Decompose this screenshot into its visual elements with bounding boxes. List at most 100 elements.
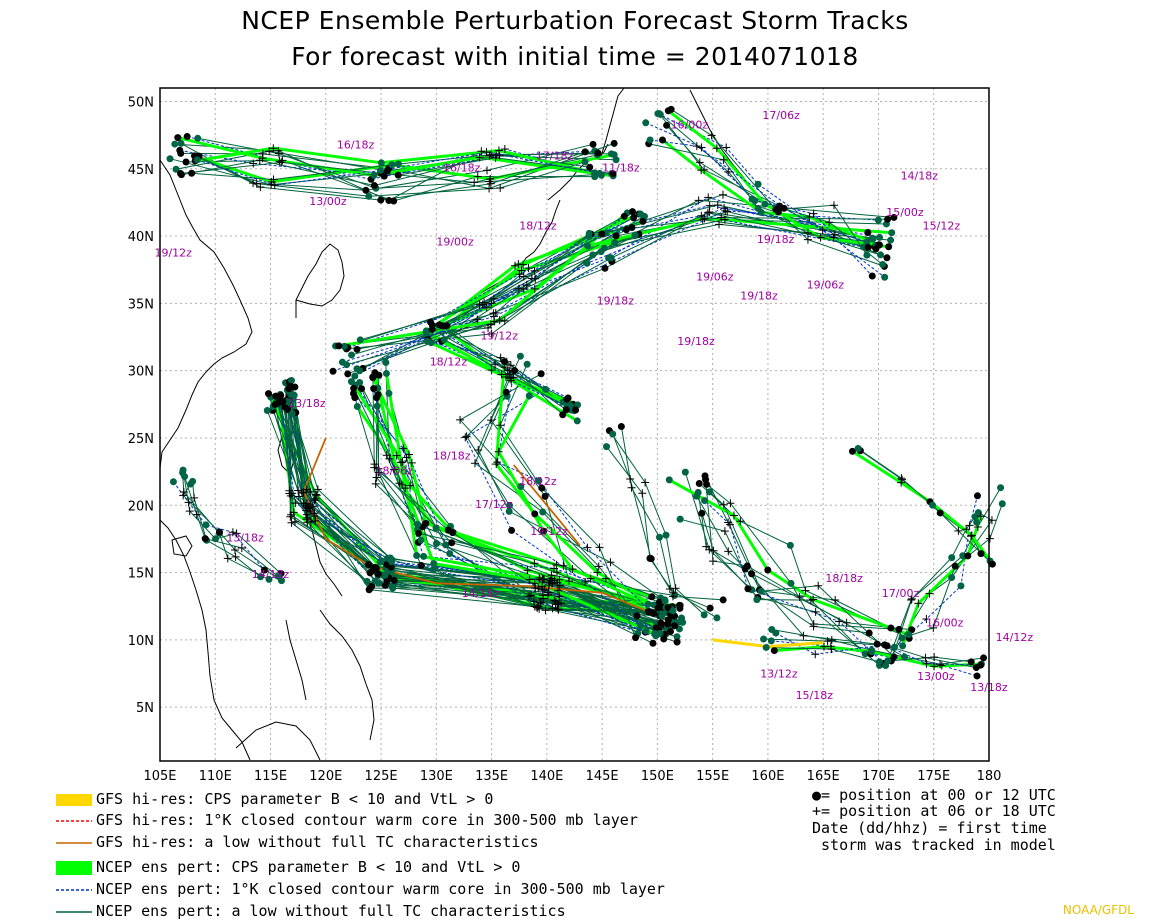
track-date-label: 14/18z: [901, 170, 939, 183]
track-point-00-12: [757, 587, 765, 595]
track-point-06-18: [985, 534, 994, 543]
track-point-00-12: [423, 329, 431, 337]
track-date-label: 11/18z: [602, 161, 640, 174]
track-point-00-12: [584, 242, 592, 250]
storm-track: [464, 388, 647, 632]
track-point-06-18: [496, 184, 505, 193]
track-point-06-18: [827, 645, 836, 654]
track-point-00-12: [861, 650, 869, 658]
track-point-06-18: [966, 532, 975, 541]
track-point-06-18: [519, 260, 528, 269]
track-point-06-18: [491, 360, 500, 369]
key-date: Date (dd/hhz) = first time: [812, 819, 1047, 837]
track-point-06-18: [231, 552, 240, 561]
lat-tick-label: 40N: [128, 230, 154, 245]
lon-tick-label: 135E: [475, 769, 508, 784]
track-point-00-12: [370, 171, 378, 179]
track-point-00-12: [188, 169, 196, 177]
track-point-06-18: [305, 504, 314, 513]
track-point-00-12: [607, 254, 615, 262]
track-point-06-18: [493, 458, 502, 467]
track-point-00-12: [767, 637, 775, 645]
track-point-00-12: [365, 192, 373, 200]
track-point-00-12: [256, 573, 264, 581]
track-point-00-12: [676, 515, 684, 523]
track-point-00-12: [971, 513, 979, 521]
track-point-06-18: [489, 312, 498, 321]
track-point-06-18: [487, 329, 496, 338]
track-date-label: 18/18z: [433, 449, 471, 462]
track-point-00-12: [754, 180, 762, 188]
track-point-06-18: [269, 144, 278, 153]
track-point-06-18: [473, 172, 482, 181]
track-point-06-18: [559, 561, 568, 570]
track-point-06-18: [720, 527, 729, 536]
track-point-06-18: [507, 376, 516, 385]
track-point-00-12: [531, 510, 539, 518]
track-point-06-18: [530, 266, 539, 275]
lat-tick-label: 10N: [128, 634, 154, 649]
storm-track: [704, 500, 885, 664]
track-point-00-12: [506, 501, 514, 509]
track-point-00-12: [612, 232, 620, 240]
track-point-06-18: [724, 547, 733, 556]
track-point-00-12: [884, 215, 892, 223]
track-point-00-12: [868, 234, 876, 242]
legend-ens-low: NCEP ens pert: a low without full TC cha…: [56, 902, 566, 920]
lon-tick-label: 170E: [862, 769, 895, 784]
track-point-00-12: [632, 634, 640, 642]
track-point-00-12: [631, 231, 639, 239]
track-point-00-12: [505, 507, 513, 515]
track-point-00-12: [394, 160, 402, 168]
track-point-00-12: [648, 593, 656, 601]
track-point-00-12: [630, 214, 638, 222]
track-point-00-12: [215, 528, 223, 536]
track-point-00-12: [502, 388, 510, 396]
track-point-00-12: [754, 204, 762, 212]
track-point-00-12: [448, 539, 456, 547]
track-point-06-18: [720, 215, 729, 224]
lon-tick-label: 105E: [143, 769, 176, 784]
track-point-06-18: [712, 144, 721, 153]
track-point-06-18: [818, 226, 827, 235]
track-point-00-12: [748, 570, 756, 578]
track-point-00-12: [998, 500, 1006, 508]
storm-track: [620, 426, 724, 601]
track-point-00-12: [348, 351, 356, 359]
track-date-label: 17/06z: [762, 109, 800, 122]
track-point-06-18: [291, 499, 300, 508]
track-point-00-12: [948, 554, 956, 562]
track-point-06-18: [492, 460, 501, 469]
track-point-06-18: [553, 586, 562, 595]
track-point-06-18: [921, 653, 930, 662]
track-point-06-18: [930, 653, 939, 662]
track-point-06-18: [803, 228, 812, 237]
track-date-label: 16/00z: [926, 616, 964, 629]
track-point-06-18: [192, 510, 201, 519]
track-point-00-12: [443, 322, 451, 330]
track-point-00-12: [343, 361, 351, 369]
lat-tick-label: 15N: [128, 567, 154, 582]
track-point-00-12: [370, 182, 378, 190]
track-point-00-12: [417, 562, 425, 570]
track-point-00-12: [335, 342, 343, 350]
track-point-00-12: [744, 585, 752, 593]
track-point-00-12: [169, 478, 177, 486]
track-point-06-18: [543, 590, 552, 599]
track-point-00-12: [633, 612, 641, 620]
track-point-00-12: [371, 577, 379, 585]
track-point-06-18: [831, 596, 840, 605]
lon-tick-label: 175E: [917, 769, 950, 784]
track-point-00-12: [617, 423, 625, 431]
track-point-06-18: [529, 597, 538, 606]
track-point-06-18: [531, 274, 540, 283]
track-point-06-18: [565, 576, 574, 585]
lat-tick-label: 35N: [128, 297, 154, 312]
track-point-00-12: [761, 200, 769, 208]
track-point-00-12: [628, 208, 636, 216]
track-point-00-12: [651, 630, 659, 638]
lon-tick-label: 110E: [199, 769, 232, 784]
track-point-00-12: [363, 577, 371, 585]
track-point-00-12: [667, 105, 675, 113]
track-point-00-12: [936, 509, 944, 517]
